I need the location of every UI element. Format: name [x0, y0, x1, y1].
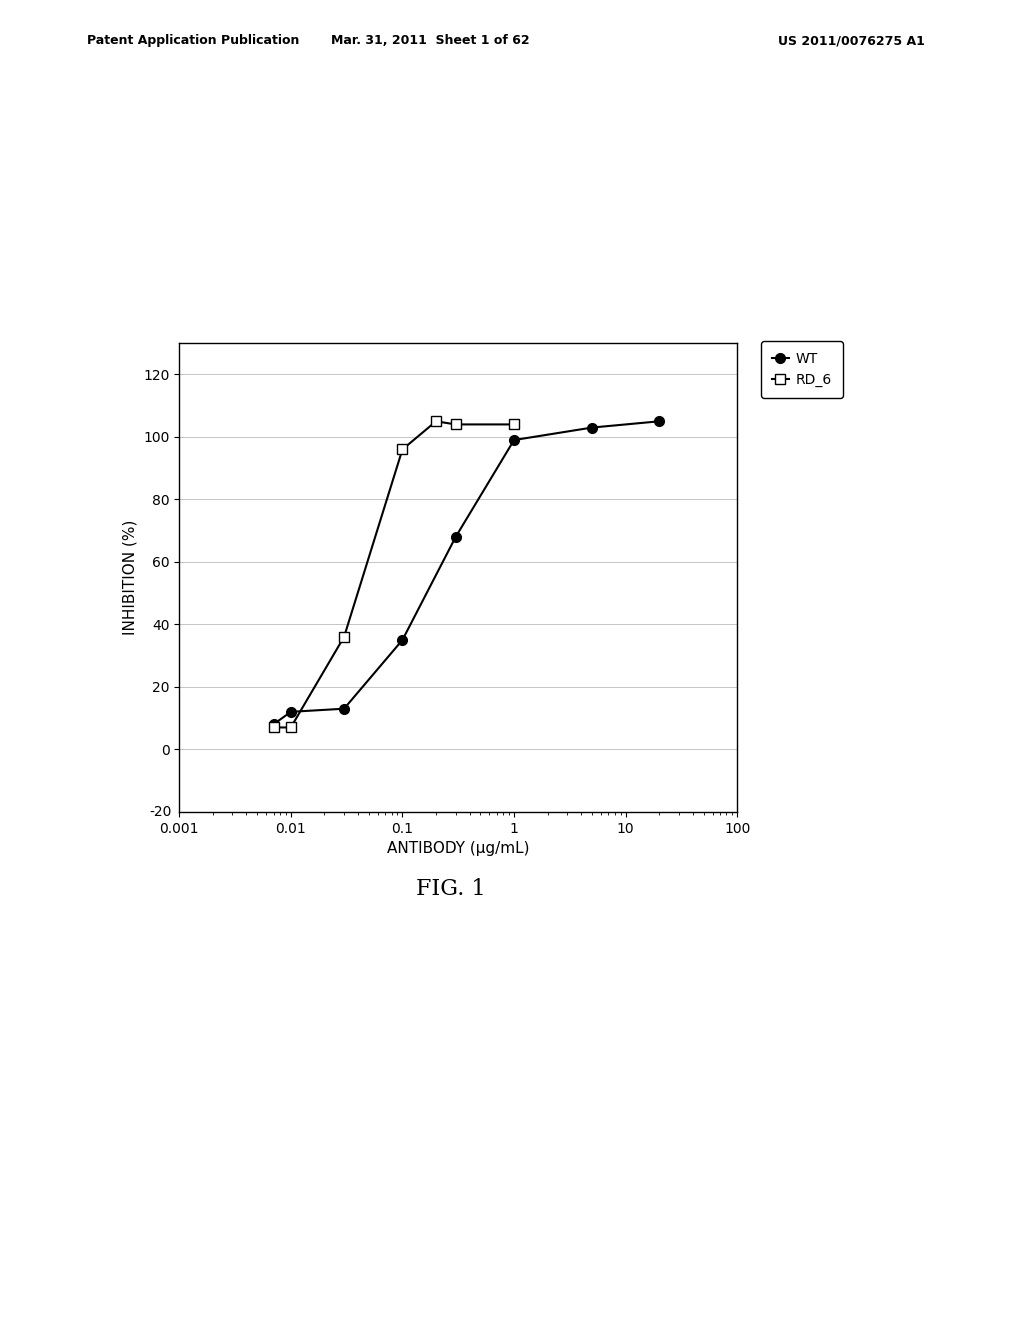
RD_6 — [508, 417, 520, 433]
WT — [653, 413, 666, 429]
Line: RD_6: RD_6 — [268, 416, 519, 733]
WT — [450, 529, 462, 545]
RD_6 — [267, 719, 280, 735]
Y-axis label: INHIBITION (%): INHIBITION (%) — [123, 520, 137, 635]
Text: FIG. 1: FIG. 1 — [416, 878, 485, 900]
RD_6 — [285, 719, 297, 735]
X-axis label: ANTIBODY (μg/mL): ANTIBODY (μg/mL) — [387, 841, 529, 857]
Text: Mar. 31, 2011  Sheet 1 of 62: Mar. 31, 2011 Sheet 1 of 62 — [331, 34, 529, 48]
WT — [338, 701, 350, 717]
RD_6 — [338, 628, 350, 644]
Text: US 2011/0076275 A1: US 2011/0076275 A1 — [778, 34, 925, 48]
WT — [396, 632, 409, 648]
WT — [285, 704, 297, 719]
WT — [586, 420, 598, 436]
Text: Patent Application Publication: Patent Application Publication — [87, 34, 299, 48]
RD_6 — [396, 441, 409, 457]
Text: -20: -20 — [148, 805, 171, 818]
WT — [508, 432, 520, 447]
RD_6 — [450, 417, 462, 433]
Legend: WT, RD_6: WT, RD_6 — [761, 341, 843, 399]
RD_6 — [430, 413, 442, 429]
WT — [267, 717, 280, 733]
Line: WT: WT — [268, 416, 665, 729]
